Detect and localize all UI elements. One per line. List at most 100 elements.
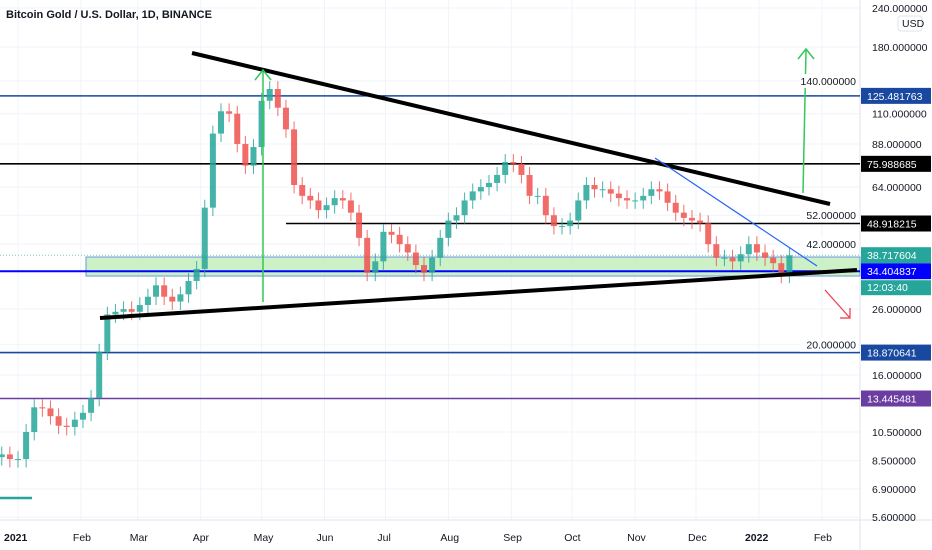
candle-body (104, 314, 111, 352)
candle-body (770, 257, 777, 264)
candle-body (494, 174, 501, 183)
candle (274, 81, 281, 117)
candle (185, 273, 192, 303)
candle (461, 192, 468, 224)
candle (331, 190, 338, 214)
candle (477, 179, 484, 200)
candle (664, 183, 671, 212)
candle (542, 187, 549, 224)
candle-body (721, 257, 728, 259)
candle (518, 155, 525, 184)
candle-body (745, 244, 752, 255)
candle-body (15, 459, 21, 461)
candle (412, 244, 419, 274)
candle (307, 187, 314, 209)
candle (153, 277, 160, 306)
candle (144, 288, 151, 314)
price-tick-label: 110.000000 (872, 109, 927, 121)
price-level-label: 75.988685 (867, 159, 917, 171)
candle-body (762, 252, 769, 258)
price-tick-label-bg (800, 74, 858, 89)
candle-body (632, 200, 639, 202)
upper-trendline (191, 51, 831, 206)
candle-body (47, 408, 54, 417)
candle (299, 177, 306, 205)
time-tick-label: Aug (440, 532, 459, 544)
candle (762, 244, 769, 267)
price-tick-label-bg (800, 208, 858, 223)
candle (721, 249, 728, 267)
price-level-badge (861, 87, 931, 104)
candle-body (453, 215, 460, 221)
candle (624, 190, 630, 209)
candle-body (307, 195, 314, 201)
candle-body (705, 223, 712, 245)
candle-body (697, 220, 704, 224)
price-level-badge (861, 263, 931, 280)
candle-body (71, 419, 78, 427)
candle-body (169, 296, 176, 302)
candle-body (656, 189, 663, 192)
candle (96, 343, 103, 407)
time-tick-label: Nov (627, 532, 646, 544)
price-level-label: 18.870641 (867, 348, 917, 360)
price-level-label: 34.404837 (867, 266, 917, 278)
price-tick-label: 64.000000 (872, 182, 922, 194)
price-level-badge (861, 344, 931, 361)
candle (502, 154, 509, 184)
candle-body (599, 189, 606, 191)
candle-body (315, 200, 322, 211)
candle-body (534, 195, 541, 197)
candle-body (786, 255, 793, 275)
candle (559, 218, 566, 235)
candle (599, 181, 606, 198)
candle (201, 199, 208, 278)
candle-body (323, 205, 330, 211)
time-tick-label: Mar (130, 532, 149, 544)
candle (250, 139, 257, 174)
candle (786, 247, 793, 284)
candle (177, 286, 184, 310)
candle-body (591, 184, 598, 190)
price-tick-label: 20.000000 (806, 340, 856, 352)
candle-body (583, 184, 590, 201)
candle-body (356, 212, 363, 238)
candle (680, 204, 687, 227)
candle-body (6, 454, 13, 460)
price-tick-label: 26.000000 (872, 304, 922, 316)
candle (591, 177, 598, 198)
time-tick-label: Feb (814, 532, 832, 544)
candle-body (63, 425, 70, 427)
candle-body (518, 163, 525, 175)
candle-body (55, 416, 62, 426)
candle-body (112, 311, 119, 315)
price-tick-label: 16.000000 (872, 370, 922, 382)
time-tick-label: Apr (193, 532, 210, 544)
candle (6, 446, 13, 468)
candle-body (258, 100, 265, 148)
candle-body (234, 113, 241, 144)
candle (372, 253, 379, 282)
price-level-badge (861, 390, 931, 407)
candle-body (266, 89, 273, 101)
time-tick-label: May (254, 532, 275, 544)
candle (364, 229, 371, 282)
time-tick-label: Oct (564, 532, 580, 544)
candle (615, 185, 622, 207)
price-tick-label: 180.000000 (872, 42, 928, 54)
price-tick-label-bg (800, 337, 858, 352)
candle (380, 223, 387, 270)
candle (63, 417, 70, 436)
candle-body (250, 147, 257, 166)
candle-body (79, 412, 86, 420)
candle (404, 236, 411, 261)
candle-body (445, 220, 452, 238)
candle-body (559, 226, 566, 228)
candle (526, 167, 533, 205)
currency-badge (897, 15, 923, 32)
candle (55, 408, 62, 435)
candle (469, 183, 476, 209)
candle (0, 446, 5, 466)
candle (583, 177, 590, 209)
